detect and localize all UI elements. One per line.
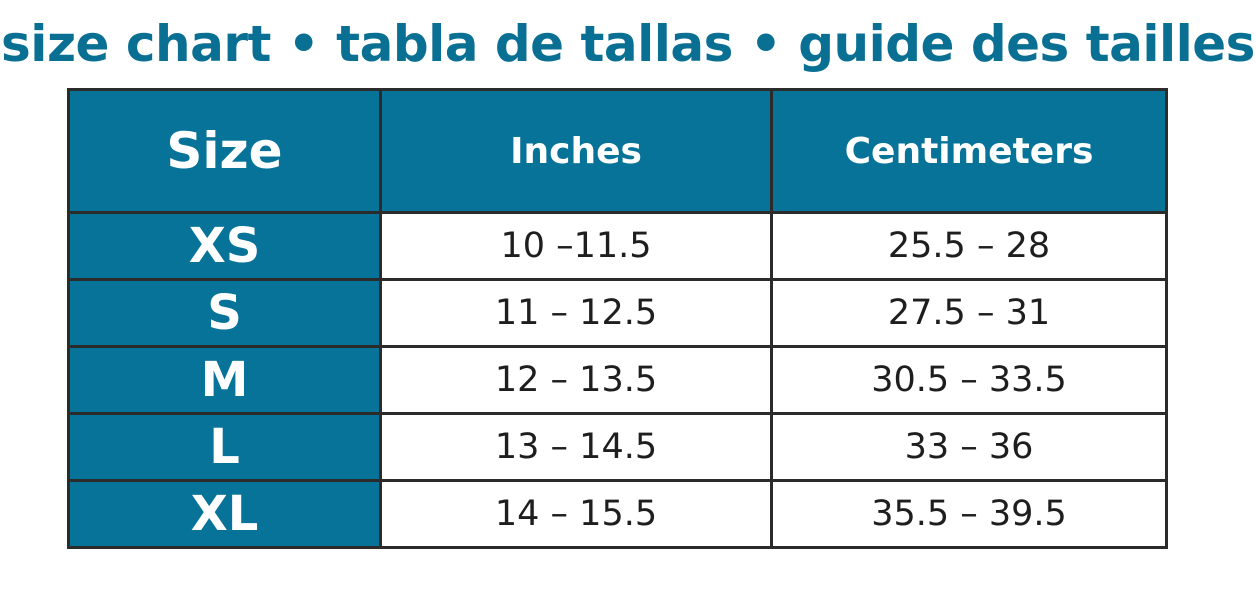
inches-value: 11 – 12.5 [379,278,773,348]
table-row: M 12 – 13.5 30.5 – 33.5 [67,345,1168,415]
table-row: S 11 – 12.5 27.5 – 31 [67,278,1168,348]
inches-value: 10 –11.5 [379,211,773,281]
size-label: XL [67,479,382,549]
centimeters-value: 30.5 – 33.5 [770,345,1168,415]
inches-value: 12 – 13.5 [379,345,773,415]
table-row: L 13 – 14.5 33 – 36 [67,412,1168,482]
table-row: XL 14 – 15.5 35.5 – 39.5 [67,479,1168,549]
header-centimeters: Centimeters [770,88,1168,214]
inches-value: 13 – 14.5 [379,412,773,482]
inches-value: 14 – 15.5 [379,479,773,549]
centimeters-value: 27.5 – 31 [770,278,1168,348]
header-inches: Inches [379,88,773,214]
table-row: XS 10 –11.5 25.5 – 28 [67,211,1168,281]
table-header-row: Size Inches Centimeters [67,88,1168,214]
header-size: Size [67,88,382,214]
size-label: XS [67,211,382,281]
size-label: M [67,345,382,415]
centimeters-value: 25.5 – 28 [770,211,1168,281]
size-chart-table: Size Inches Centimeters XS 10 –11.5 25.5… [67,88,1168,549]
size-label: S [67,278,382,348]
centimeters-value: 35.5 – 39.5 [770,479,1168,549]
centimeters-value: 33 – 36 [770,412,1168,482]
size-label: L [67,412,382,482]
page-title: size chart • tabla de tallas • guide des… [1,15,1255,73]
